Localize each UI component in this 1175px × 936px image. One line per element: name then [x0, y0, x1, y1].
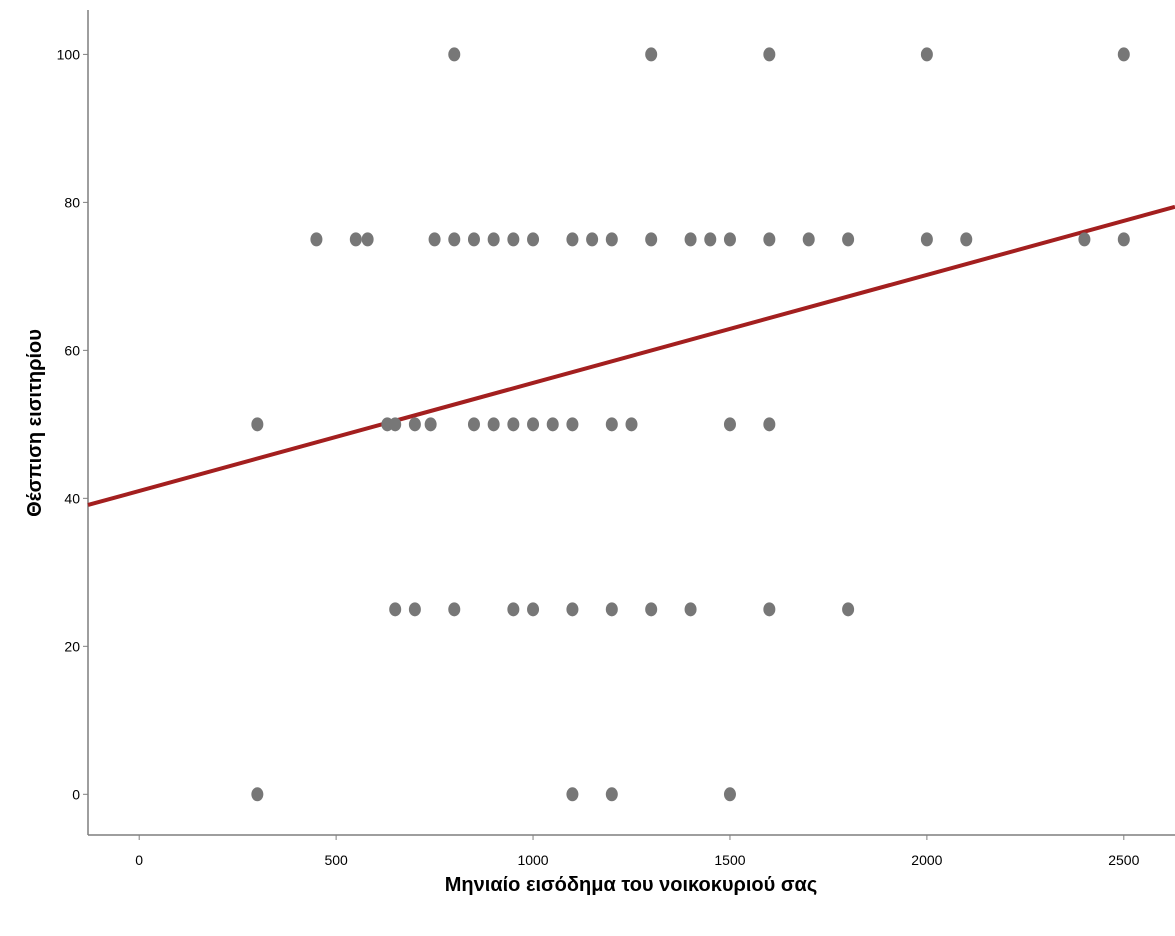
- data-point: [920, 47, 933, 62]
- data-point: [645, 47, 658, 62]
- data-point: [645, 232, 658, 247]
- data-point: [527, 417, 540, 432]
- data-point: [1078, 232, 1091, 247]
- data-point: [349, 232, 362, 247]
- data-point: [763, 232, 776, 247]
- x-tick-label: 2500: [1108, 852, 1139, 868]
- y-tick-label: 0: [72, 786, 80, 802]
- data-point: [448, 232, 461, 247]
- data-point: [684, 232, 697, 247]
- data-point: [566, 417, 579, 432]
- data-point: [920, 232, 933, 247]
- x-tick-label: 1500: [714, 852, 745, 868]
- data-point: [251, 417, 264, 432]
- data-point: [960, 232, 973, 247]
- data-point: [408, 417, 421, 432]
- data-point: [487, 232, 500, 247]
- y-tick-label: 60: [64, 342, 80, 358]
- data-point: [625, 417, 638, 432]
- data-point: [361, 232, 374, 247]
- x-axis-title: Μηνιαίο εισόδημα του νοικοκυριού σας: [445, 874, 817, 896]
- data-point: [467, 417, 480, 432]
- axes: 0 500 1000 1500 2000 2500 0 20 40 60 80 100: [57, 10, 1175, 868]
- y-tick-label: 80: [64, 194, 80, 210]
- data-point: [763, 417, 776, 432]
- y-tick-label: 40: [64, 490, 80, 506]
- data-point: [389, 417, 402, 432]
- x-tick-label: 500: [324, 852, 348, 868]
- y-tick-label: 20: [64, 638, 80, 654]
- data-point: [507, 417, 520, 432]
- data-points: [251, 47, 1130, 802]
- data-point: [566, 232, 579, 247]
- regression-line: [87, 204, 1175, 507]
- data-point: [605, 602, 618, 617]
- x-tick-label: 1000: [517, 852, 548, 868]
- data-point: [684, 602, 697, 617]
- data-point: [605, 232, 618, 247]
- data-point: [389, 602, 402, 617]
- data-point: [723, 787, 736, 802]
- data-point: [842, 232, 855, 247]
- data-point: [408, 602, 421, 617]
- regression-line-group: [87, 204, 1175, 507]
- data-point: [566, 602, 579, 617]
- data-point: [546, 417, 559, 432]
- data-point: [251, 787, 264, 802]
- data-point: [566, 787, 579, 802]
- data-point: [428, 232, 441, 247]
- x-tick-label: 2000: [911, 852, 942, 868]
- data-point: [763, 602, 776, 617]
- data-point: [487, 417, 500, 432]
- data-point: [527, 232, 540, 247]
- data-point: [1117, 47, 1130, 62]
- data-point: [467, 232, 480, 247]
- data-point: [723, 232, 736, 247]
- data-point: [310, 232, 323, 247]
- data-point: [424, 417, 437, 432]
- data-point: [704, 232, 717, 247]
- y-tick-label: 100: [57, 46, 81, 62]
- data-point: [605, 787, 618, 802]
- data-point: [507, 602, 520, 617]
- data-point: [448, 47, 461, 62]
- data-point: [1117, 232, 1130, 247]
- data-point: [527, 602, 540, 617]
- x-tick-label: 0: [135, 852, 143, 868]
- data-point: [645, 602, 658, 617]
- data-point: [507, 232, 520, 247]
- data-point: [763, 47, 776, 62]
- y-axis-title: Θέσπιση εισιτηρίου: [24, 329, 46, 517]
- data-point: [448, 602, 461, 617]
- data-point: [802, 232, 815, 247]
- data-point: [842, 602, 855, 617]
- data-point: [586, 232, 599, 247]
- data-point: [605, 417, 618, 432]
- data-point: [723, 417, 736, 432]
